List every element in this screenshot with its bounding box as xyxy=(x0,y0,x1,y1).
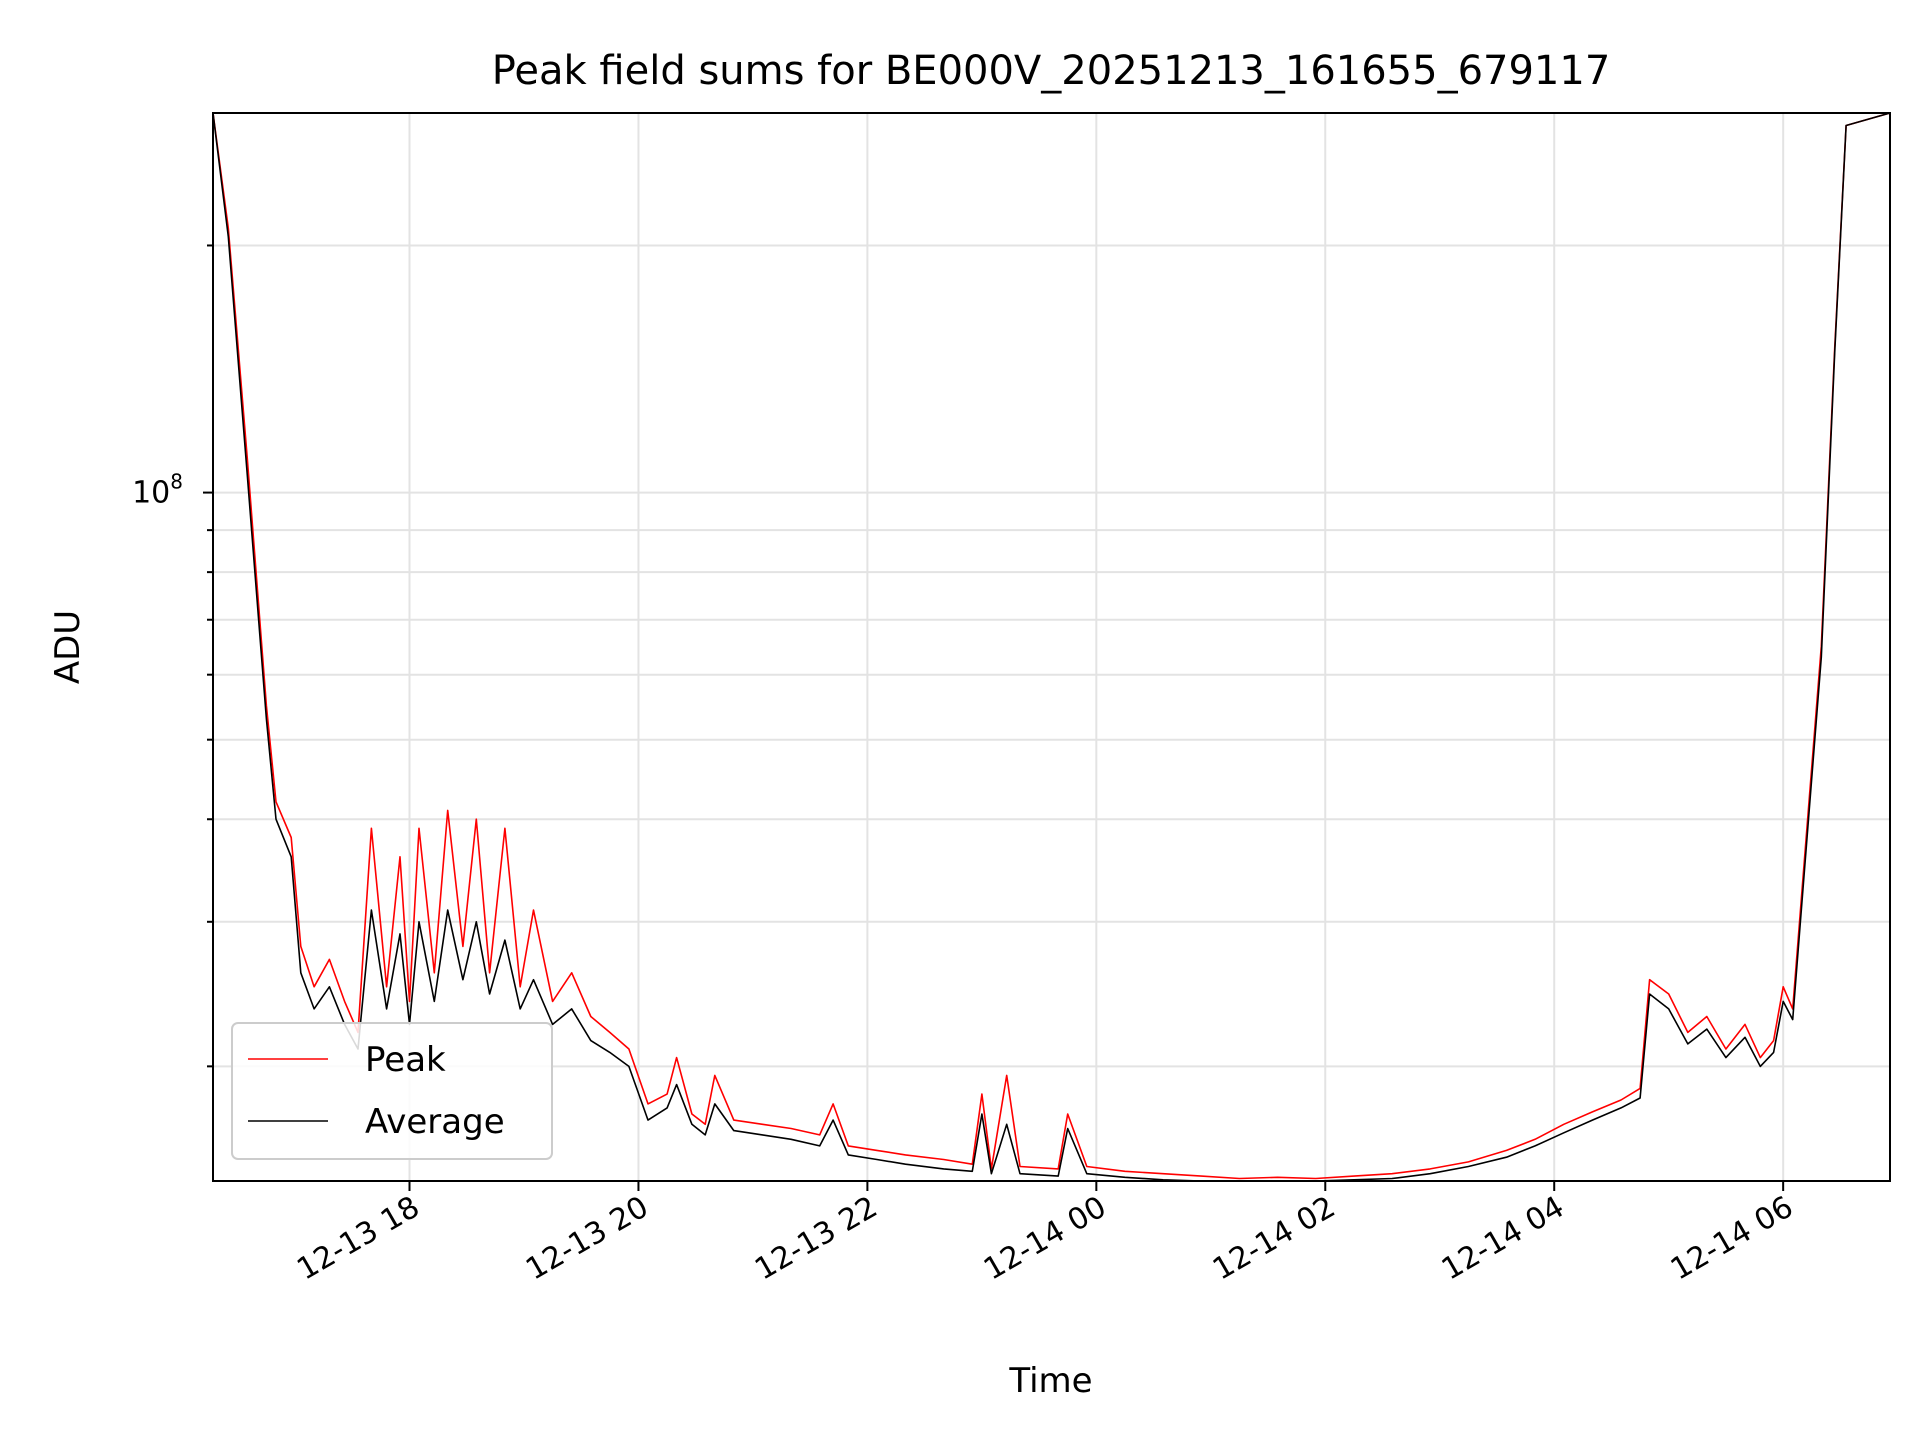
y-axis: 108 xyxy=(132,244,213,1068)
legend-label-peak: Peak xyxy=(365,1040,446,1080)
y-tick-label-exponent: 8 xyxy=(170,470,183,494)
legend-box xyxy=(231,1022,553,1160)
x-axis-label: Time xyxy=(1008,1361,1092,1401)
grid xyxy=(213,113,1890,1181)
series-layer xyxy=(212,112,1891,1182)
series-line-average xyxy=(212,112,1891,1182)
y-tick-label-base: 10 xyxy=(132,476,170,511)
y-axis-label: ADU xyxy=(48,610,88,684)
legend: Peak Average xyxy=(231,1022,553,1160)
y-tick-label: 108 xyxy=(132,470,183,511)
chart-title: Peak field sums for BE000V_20251213_1616… xyxy=(492,48,1611,94)
legend-label-average: Average xyxy=(365,1102,505,1142)
series-line-peak xyxy=(212,112,1891,1180)
plot-frame xyxy=(212,112,1891,1182)
